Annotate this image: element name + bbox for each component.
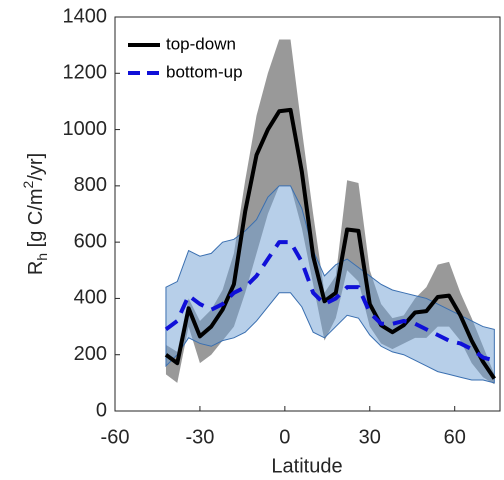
plot-area xyxy=(164,39,496,385)
y-label-sub: h xyxy=(34,253,50,261)
x-axis-label: Latitude xyxy=(271,455,342,477)
y-tick-label: 800 xyxy=(74,174,107,196)
y-label-part: /yr] xyxy=(25,153,47,181)
y-tick-label: 0 xyxy=(96,399,107,421)
y-tick-label: 1200 xyxy=(63,62,108,84)
y-label-part: [g C/m xyxy=(25,188,47,252)
y-label-sup: 2 xyxy=(20,180,36,188)
x-tick-label: 30 xyxy=(359,426,381,448)
y-tick-label: 600 xyxy=(74,230,107,252)
x-tick-label: -60 xyxy=(101,426,130,448)
axes-box xyxy=(114,16,501,412)
series-line xyxy=(164,107,496,380)
legend-label: top-down xyxy=(166,34,236,53)
x-tick-label: 60 xyxy=(444,426,466,448)
uncertainty-band xyxy=(165,185,495,384)
y-tick-label: 1400 xyxy=(63,5,108,27)
legend-label: bottom-up xyxy=(166,62,243,81)
y-label-part: R xyxy=(25,261,47,275)
x-tick-label: 0 xyxy=(279,426,290,448)
y-axis-label: Rh [g C/m2/yr] xyxy=(20,153,50,275)
y-tick-label: 200 xyxy=(74,343,107,365)
series-line xyxy=(164,240,495,363)
y-tick-label: 1000 xyxy=(63,118,108,140)
y-tick-label: 400 xyxy=(74,287,107,309)
x-tick-label: -30 xyxy=(185,426,214,448)
